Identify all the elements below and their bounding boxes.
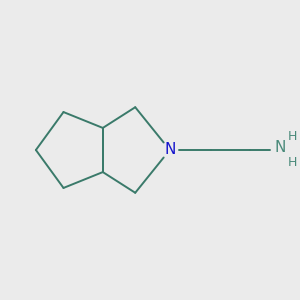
Text: N: N (164, 142, 176, 158)
Text: H: H (288, 130, 297, 143)
Text: H: H (288, 156, 297, 169)
Text: N: N (274, 140, 286, 155)
